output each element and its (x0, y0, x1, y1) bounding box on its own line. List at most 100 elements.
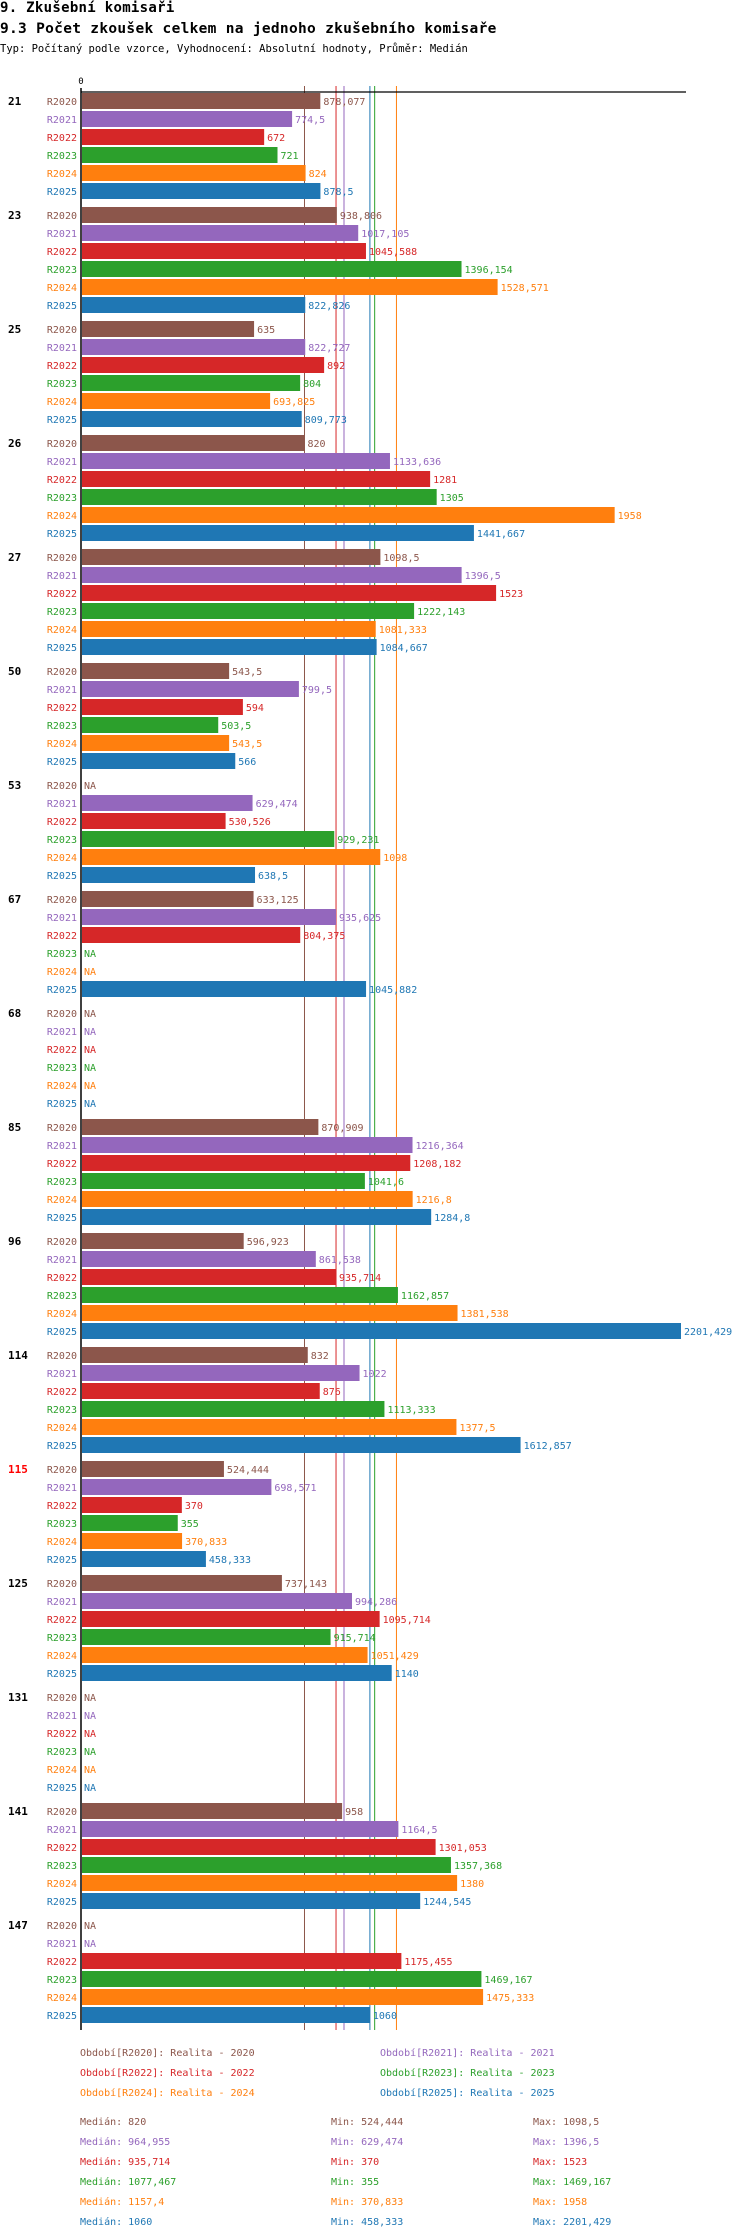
series-row-label: R2020 (47, 1123, 77, 1134)
stat-max: Max: 1469,167 (533, 2177, 611, 2188)
data-label: 1208,182 (413, 1159, 461, 1170)
data-label: 721 (281, 151, 299, 162)
series-row-label: R2025 (47, 1897, 77, 1908)
data-label: 698,571 (274, 1483, 316, 1494)
series-row-label: R2024 (47, 1537, 77, 1548)
bar (82, 1803, 343, 1819)
series-row-label: R2023 (47, 1633, 77, 1644)
series-row-label: R2023 (47, 151, 77, 162)
data-label: 1051,429 (371, 1651, 419, 1662)
series-row-label: R2024 (47, 1879, 77, 1890)
series-row-label: R2025 (47, 1555, 77, 1566)
data-label: 822,826 (308, 301, 350, 312)
series-row-label: R2025 (47, 1669, 77, 1680)
data-label: 824 (309, 169, 327, 180)
series-row-label: R2020 (47, 553, 77, 564)
series-row-label: R2023 (47, 1519, 77, 1530)
bar (82, 111, 293, 127)
data-label: 938,806 (340, 211, 382, 222)
series-row-label: R2025 (47, 187, 77, 198)
legend-entry-r2022: Období[R2022]: Realita - 2022 (80, 2067, 255, 2079)
data-label: 804 (303, 379, 321, 390)
category-label: 114 (8, 1349, 28, 1362)
bar (82, 567, 462, 583)
stat-max: Max: 1098,5 (533, 2117, 599, 2128)
data-label-na: NA (84, 1783, 96, 1794)
series-row-label: R2020 (47, 1237, 77, 1248)
data-label: 1284,8 (434, 1213, 470, 1224)
series-row-label: R2023 (47, 721, 77, 732)
stat-max: Max: 1523 (533, 2157, 587, 2168)
data-label: 878,5 (323, 187, 353, 198)
bar (82, 1269, 337, 1285)
series-row-label: R2023 (47, 1975, 77, 1986)
data-label: 1281 (433, 475, 457, 486)
series-row-label: R2025 (47, 1213, 77, 1224)
data-label: 1396,5 (465, 571, 501, 582)
data-label: 1060 (373, 2011, 397, 2022)
bar (82, 1647, 368, 1663)
series-row-label: R2020 (47, 1465, 77, 1476)
data-label: 935,714 (339, 1273, 381, 1284)
data-label-na: NA (84, 1045, 96, 1056)
data-label: 566 (238, 757, 256, 768)
series-row-label: R2024 (47, 1765, 77, 1776)
bar (82, 549, 381, 565)
series-row-label: R2025 (47, 757, 77, 768)
bar (82, 1461, 224, 1477)
series-row-label: R2021 (47, 913, 77, 924)
series-row-label: R2025 (47, 301, 77, 312)
series-row-label: R2021 (47, 1939, 77, 1950)
bar (82, 1533, 183, 1549)
series-row-label: R2020 (47, 1351, 77, 1362)
stat-min: Min: 524,444 (331, 2117, 403, 2128)
series-row-label: R2022 (47, 475, 77, 486)
data-label: 1084,667 (380, 643, 428, 654)
data-label-na: NA (84, 781, 96, 792)
series-row-label: R2020 (47, 781, 77, 792)
bar (82, 1857, 451, 1873)
bar (82, 735, 230, 751)
series-row-label: R2023 (47, 1747, 77, 1758)
stat-median: Medián: 1060 (80, 2216, 152, 2228)
bar (82, 1323, 681, 1339)
series-row-label: R2023 (47, 949, 77, 960)
data-label: 892 (327, 361, 345, 372)
data-label-na: NA (84, 1921, 96, 1932)
bar (82, 663, 230, 679)
data-label-na: NA (84, 949, 96, 960)
data-label: 2201,429 (684, 1327, 732, 1338)
series-row-label: R2024 (47, 1309, 77, 1320)
bar (82, 453, 390, 469)
bar (82, 1137, 413, 1153)
bar (82, 261, 462, 277)
data-label: 929,231 (337, 835, 379, 846)
data-label-na: NA (84, 1939, 96, 1950)
bar (82, 393, 271, 409)
series-row-label: R2021 (47, 1711, 77, 1722)
series-row-label: R2025 (47, 1783, 77, 1794)
series-row-label: R2020 (47, 1009, 77, 1020)
data-label: 1045,588 (369, 247, 417, 258)
bar (82, 435, 305, 451)
data-label-na: NA (84, 1081, 96, 1092)
series-row-label: R2023 (47, 607, 77, 618)
bar (82, 699, 243, 715)
data-label: 1098,5 (383, 553, 419, 564)
data-label-na: NA (84, 1063, 96, 1074)
series-row-label: R2022 (47, 1957, 77, 1968)
series-row-label: R2023 (47, 1291, 77, 1302)
bar (82, 183, 321, 199)
data-label: 1469,167 (484, 1975, 532, 1986)
category-label: 125 (8, 1577, 28, 1590)
series-row-label: R2022 (47, 703, 77, 714)
bar (82, 849, 381, 865)
data-label: 1095,714 (383, 1615, 431, 1626)
data-label: 1045,882 (369, 985, 417, 996)
data-label: 693,825 (273, 397, 315, 408)
bar (82, 981, 367, 997)
data-label: 1164,5 (401, 1825, 437, 1836)
bar (82, 867, 256, 883)
series-row-label: R2021 (47, 1825, 77, 1836)
section-title: 9. Zkušební komisaři (0, 0, 175, 16)
